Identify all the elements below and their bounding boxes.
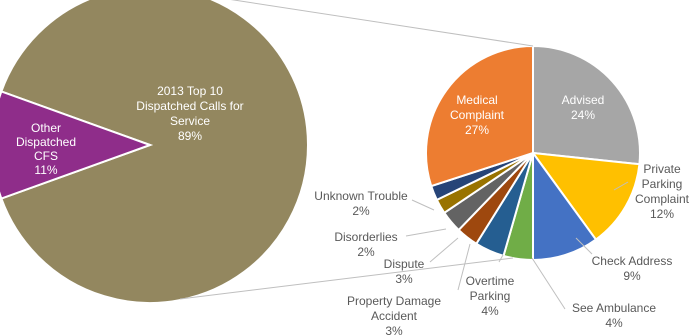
data-label-property-damage: Property Damage Accident 3% [347,294,441,335]
data-label-overtime: Overtime Parking 4% [466,274,515,318]
data-label-other-line: 11% [34,163,57,177]
data-label-private-line: 12% [650,207,674,221]
data-label-see-ambulance: See Ambulance 4% [572,301,656,330]
pie-slice-other [0,90,153,200]
pie-slice-advised [532,44,641,166]
data-label-check-address-line: 9% [623,269,641,283]
connector-line-top [230,0,534,47]
data-label-property-damage-line: Accident [371,309,418,323]
data-label-advised-line: Advised [562,93,605,107]
data-label-overtime-line: 4% [481,304,499,318]
leader-line-private [613,181,629,191]
data-label-other-line: Dispatched [16,135,76,149]
data-label-dispute-line: Dispute [384,257,425,271]
data-label-medical: Medical Complaint 27% [450,93,505,137]
data-label-disorderlies: Disorderlies 2% [334,230,397,259]
data-label-medical-line: 27% [465,123,489,137]
pie-slice-2013-top-10 [0,0,309,304]
leader-line-dispute [429,237,459,263]
data-label-property-damage-line: Property Damage [347,294,441,308]
data-label-2013-top-10: 2013 Top 10 Dispatched Calls for Service 89… [136,84,243,143]
pie-slice-medical [425,44,534,188]
data-label-other-line: Other [31,121,61,135]
data-label-see-ambulance-line: See Ambulance [572,301,656,315]
data-label-overtime-line: Overtime [466,274,515,288]
data-label-dispute-line: 3% [395,272,413,286]
data-label-2013-top-10-line: Dispatched Calls for [136,99,243,113]
data-label-unknown-trouble-line: 2% [352,204,370,218]
connector-line-bottom [179,257,514,300]
data-label-disorderlies-line: Disorderlies [334,230,397,244]
data-label-medical-line: Medical [456,93,497,107]
leader-line-overtime [498,254,504,263]
leader-line-see-ambulance [531,257,566,310]
data-label-disorderlies-line: 2% [357,245,375,259]
data-label-2013-top-10-line: 89% [178,129,202,143]
data-label-2013-top-10-line: 2013 Top 10 [157,84,223,98]
leader-line-property-damage [457,243,471,291]
data-label-other: Other Dispatched CFS 11% [16,121,76,177]
data-label-overtime-line: Parking [470,289,511,303]
data-label-unknown-trouble: Unknown Trouble 2% [314,189,408,218]
data-label-medical-line: Complaint [450,108,505,122]
data-label-other-line: CFS [34,149,58,163]
data-label-advised-line: 24% [571,108,595,122]
data-label-check-address-line: Check Address [592,254,673,268]
leader-line-check-address [575,237,593,255]
data-label-private-line: Complaint [635,192,690,206]
data-label-advised: Advised 24% [562,93,605,122]
data-label-2013-top-10-line: Service [170,114,210,128]
leader-line-unknown-trouble [411,199,435,211]
data-label-check-address: Check Address 9% [592,254,673,283]
data-label-private-line: Parking [642,177,683,191]
data-label-private: Private Parking Complaint 12% [635,162,690,221]
data-label-property-damage-line: 3% [385,324,403,335]
pie-slice-private [530,151,641,241]
data-label-unknown-trouble-line: Unknown Trouble [314,189,408,203]
data-label-private-line: Private [643,162,681,176]
data-label-see-ambulance-line: 4% [605,316,623,330]
leader-line-disorderlies [405,228,447,237]
data-label-dispute: Dispute 3% [384,257,425,286]
